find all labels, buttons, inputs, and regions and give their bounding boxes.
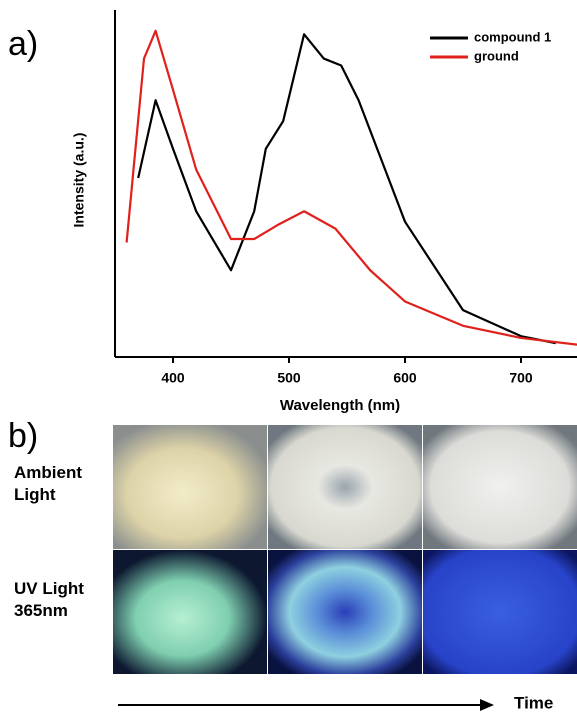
legend-label: compound 1 bbox=[474, 29, 551, 44]
page: a) Intensity (a.u.) Wavelength (nm) 400 5… bbox=[0, 0, 577, 717]
photo-grid bbox=[113, 425, 577, 674]
line-series bbox=[138, 34, 556, 343]
row-label-box: UV Light 365nm bbox=[14, 578, 109, 638]
x-tick-label: 500 bbox=[277, 370, 301, 386]
photo bbox=[423, 425, 577, 549]
photo bbox=[113, 425, 267, 549]
panel-label: b) bbox=[8, 417, 38, 455]
y-axis-label: Intensity (a.u.) bbox=[71, 133, 87, 228]
legend-label: ground bbox=[474, 48, 519, 63]
photo bbox=[113, 550, 267, 674]
row-label: Ambient Light bbox=[14, 462, 109, 506]
arrow-head bbox=[480, 699, 494, 711]
plot: 400 500 600 700 compound 1 ground bbox=[127, 29, 577, 385]
arrow-label: Time bbox=[514, 693, 553, 712]
panel-label: a) bbox=[8, 25, 38, 63]
x-tick-label: 400 bbox=[161, 370, 185, 386]
photo bbox=[423, 550, 577, 674]
photo bbox=[268, 425, 422, 549]
x-axis-label: Wavelength (nm) bbox=[280, 397, 400, 414]
line-series bbox=[127, 31, 577, 345]
figure: a) Intensity (a.u.) Wavelength (nm) 400 5… bbox=[0, 0, 577, 712]
row-label: UV Light 365nm bbox=[14, 578, 109, 622]
photo bbox=[268, 550, 422, 674]
x-tick-label: 600 bbox=[393, 370, 417, 386]
x-tick-label: 700 bbox=[509, 370, 533, 386]
row-label-box: Ambient Light bbox=[14, 462, 109, 522]
